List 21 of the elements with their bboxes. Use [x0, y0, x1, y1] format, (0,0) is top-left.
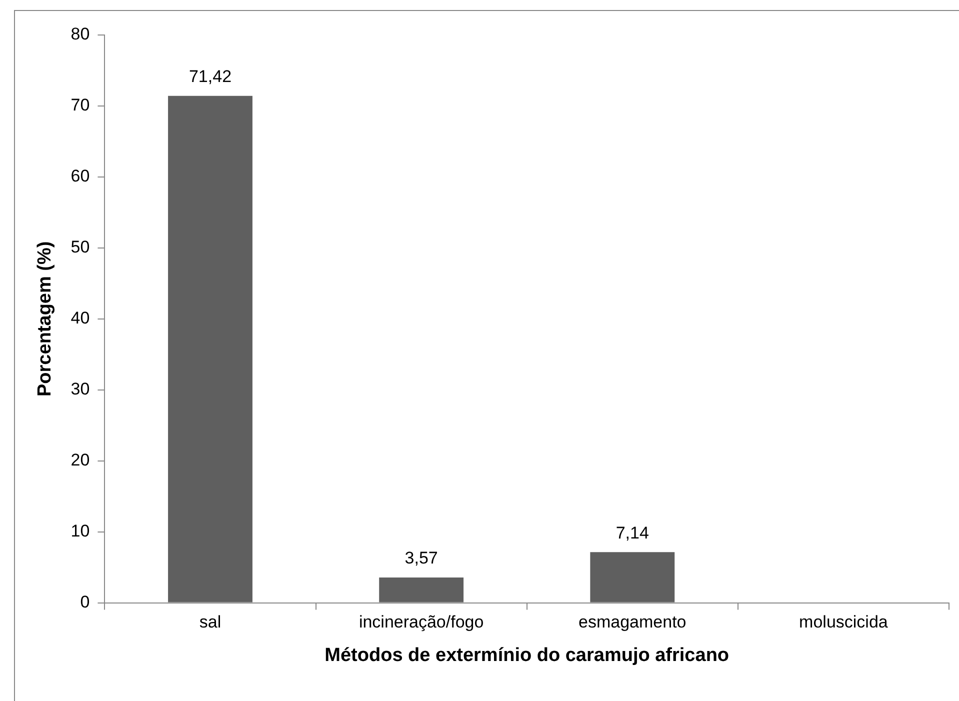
bar — [379, 577, 464, 602]
y-axis-title: Porcentagem (%) — [34, 241, 56, 396]
bar — [168, 96, 252, 602]
x-tick-label: incineração/fogo — [358, 612, 484, 632]
y-tick-label: 20 — [70, 450, 90, 470]
x-axis-title: Métodos de extermínio do caramujo africano — [324, 644, 730, 666]
x-tick-label: esmagamento — [578, 612, 686, 632]
bar — [590, 552, 675, 602]
y-tick-label: 50 — [70, 238, 90, 257]
y-tick-label: 40 — [70, 308, 90, 328]
x-tick-label: moluscicida — [799, 612, 888, 632]
data-label: 3,57 — [404, 548, 438, 568]
y-tick-label: 30 — [70, 380, 90, 399]
y-tick-label: 0 — [80, 592, 90, 612]
y-tick-label: 80 — [70, 24, 90, 44]
x-tick-label: sal — [199, 612, 222, 632]
data-label: 71,42 — [188, 67, 232, 86]
data-label: 7,14 — [616, 523, 649, 542]
y-tick-label: 60 — [70, 166, 90, 186]
y-tick-label: 70 — [70, 96, 90, 115]
y-tick-label: 10 — [70, 522, 90, 541]
